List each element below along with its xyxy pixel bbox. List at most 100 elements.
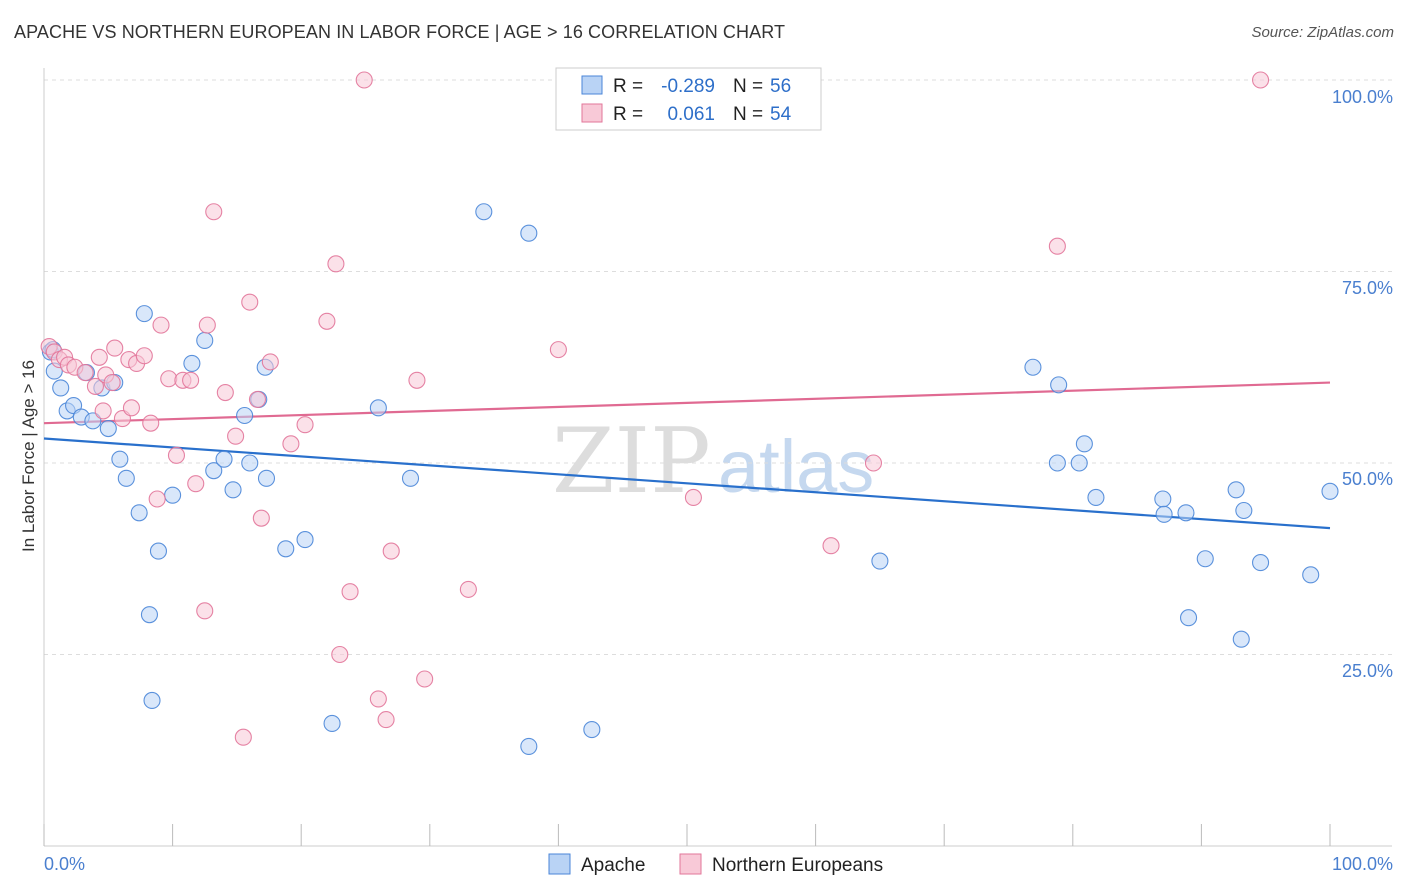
apache-r-value: -0.289 [661,76,715,97]
apache-point-3 [52,379,70,397]
source-credit: Source: ZipAtlas.com [1251,24,1394,41]
northern-point-30 [227,427,245,445]
y-tick-label-25: 25.0% [1342,661,1393,681]
northern-point-38 [318,312,336,330]
apache-point-13 [117,469,135,487]
apache-point-36 [520,224,538,242]
northern-point-22 [167,446,186,464]
northern-point-45 [382,542,400,560]
northern-point-7 [86,377,104,395]
trend-lines [43,381,1331,530]
apache-point-25 [241,454,259,472]
apache-swatch [581,75,603,95]
northern-point-46 [408,371,426,389]
series-legend: Apache Northern Europeans [548,853,883,876]
northern-point-28 [205,203,223,221]
northern-point-39 [327,255,345,273]
apache-point-52 [1232,630,1250,648]
northern-point-50 [684,488,702,507]
northern-point-19 [148,490,166,508]
apache-point-40 [1024,358,1042,376]
apache-point-28 [257,469,276,487]
apache-point-16 [140,606,159,624]
northern-r-value: 0.061 [667,104,715,125]
apache-point-45 [1087,488,1105,507]
northern-point-35 [261,353,279,371]
apache-point-32 [369,399,387,417]
apache-point-14 [130,504,148,522]
apache-point-20 [196,331,214,349]
y-tick-label-75: 75.0% [1342,278,1393,298]
apache-point-12 [111,450,129,468]
gridlines [44,79,1392,655]
apache-point-44 [1075,435,1093,453]
y-axis-title: In Labor Force | Age > 16 [19,360,38,552]
northern-point-25 [187,475,205,493]
data-points [40,71,1339,755]
y-tick-label-50: 50.0% [1342,469,1393,489]
northern-point-44 [377,711,395,729]
northern-point-54 [1252,71,1270,89]
apache-point-41 [1048,454,1066,472]
apache-point-19 [183,354,201,372]
northern-point-37 [296,416,314,434]
apache-point-47 [1155,505,1173,523]
northern-point-20 [152,316,170,334]
legend-apache-swatch [548,853,571,875]
apache-point-39 [871,552,889,570]
northern-point-24 [182,371,200,389]
northern-point-40 [331,645,349,664]
northern-point-21 [160,370,178,388]
apache-point-23 [224,481,242,499]
northern-r-label: R = [613,104,643,125]
legend-apache-label: Apache [581,855,645,876]
apache-point-18 [164,486,182,504]
apache-point-8 [84,412,102,430]
northern-point-48 [459,580,477,598]
apache-point-10 [99,419,117,438]
northern-point-32 [241,293,259,311]
apache-point-46 [1154,490,1172,508]
legend-northern-swatch [679,853,702,875]
northern-point-31 [234,728,252,746]
northern-point-34 [252,509,270,527]
apache-point-15 [135,305,153,323]
apache-point-24 [236,406,254,425]
legend-northern-label: Northern Europeans [712,855,883,876]
northern-n-label: N = [733,104,763,125]
northern-point-53 [1048,237,1066,255]
apache-point-38 [143,691,161,710]
northern-point-12 [106,339,124,357]
apache-point-56 [1321,482,1339,500]
apache-point-49 [1179,609,1198,627]
apache-point-55 [1302,566,1320,584]
northern-point-51 [822,537,840,555]
apache-point-17 [149,542,168,560]
watermark-zip: ZIP [552,409,711,514]
apache-point-54 [1252,554,1270,572]
apache-r-label: R = [613,76,643,97]
apache-point-29 [277,540,295,558]
apache-point-34 [475,203,493,221]
apache-point-21 [205,462,223,480]
apache-point-48 [1177,504,1195,522]
stats-legend: R = -0.289 N = 56 R = 0.061 N = 54 [555,67,822,131]
apache-point-30 [296,531,314,549]
apache-point-33 [401,469,420,487]
northern-point-15 [122,399,140,417]
trend-line-northern [43,381,1331,425]
apache-point-42 [1050,376,1068,394]
x-tick-label-min: 0.0% [44,854,85,874]
apache-n-label: N = [733,76,763,97]
northern-point-17 [135,347,153,365]
northern-point-27 [196,602,214,620]
northern-point-33 [248,390,267,408]
northern-point-8 [90,348,108,366]
northern-point-6 [76,364,94,382]
northern-point-9 [94,402,112,420]
northern-point-18 [142,414,160,432]
northern-point-26 [198,316,216,334]
northern-point-42 [355,71,373,89]
apache-point-51 [1227,481,1245,499]
